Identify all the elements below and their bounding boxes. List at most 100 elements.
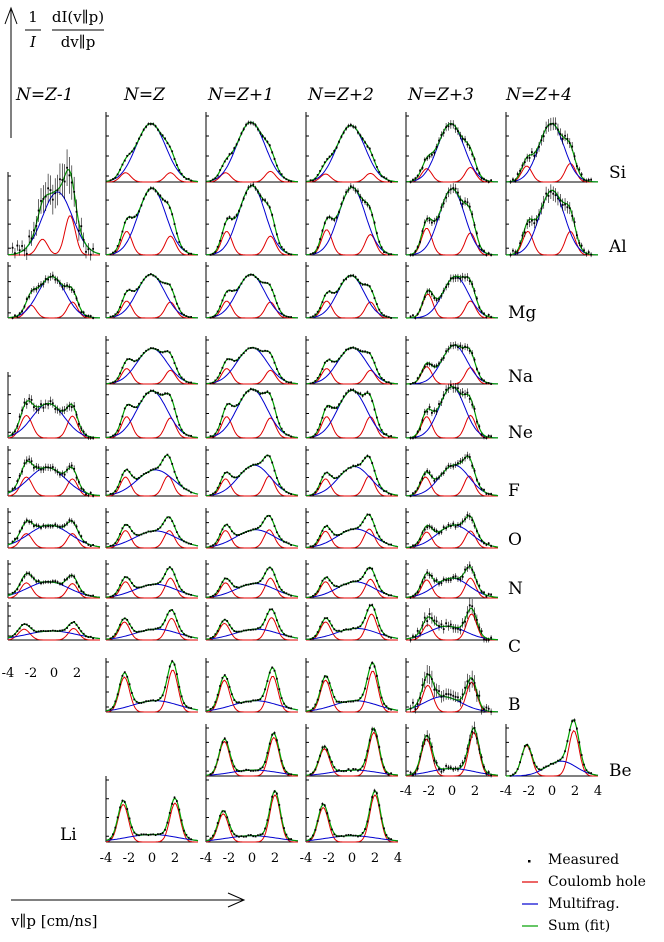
measured-point	[149, 469, 152, 472]
measured-point	[214, 314, 217, 317]
measured-point	[133, 532, 136, 535]
measured-point	[233, 289, 236, 292]
measured-point	[223, 810, 226, 813]
measured-point	[221, 475, 224, 478]
measured-point	[464, 620, 466, 623]
measured-point	[578, 741, 581, 744]
coulomb-hole-curve	[205, 794, 298, 843]
measured-point	[485, 382, 488, 385]
measured-point	[252, 463, 255, 466]
measured-point	[114, 380, 117, 383]
measured-point	[457, 191, 459, 194]
measured-point	[273, 525, 276, 528]
measured-point	[354, 347, 357, 350]
measured-point	[328, 358, 331, 361]
measured-point	[412, 635, 414, 638]
x-tick-label: -2	[423, 784, 436, 799]
measured-point	[383, 490, 385, 492]
measured-point	[414, 636, 417, 638]
measured-point	[361, 765, 364, 768]
measured-point	[187, 316, 190, 318]
measured-point	[314, 828, 317, 831]
measured-point	[221, 165, 224, 167]
measured-point	[190, 838, 192, 841]
measured-point	[326, 360, 329, 362]
measured-point	[119, 806, 121, 809]
column-label: N=Z	[123, 85, 166, 105]
measured-point	[342, 770, 345, 773]
measured-point	[152, 347, 155, 350]
measured-point	[464, 200, 466, 203]
measured-point	[583, 178, 585, 181]
measured-point	[240, 630, 243, 633]
measured-point	[216, 245, 219, 248]
measured-point	[161, 623, 164, 626]
measured-point	[323, 526, 326, 528]
panel-Be-2	[205, 724, 299, 777]
measured-point	[226, 620, 229, 622]
measured-point	[85, 493, 87, 496]
measured-point	[380, 758, 383, 761]
measured-point	[547, 194, 550, 197]
measured-point	[219, 482, 221, 485]
measured-point	[316, 761, 319, 763]
measured-point	[357, 392, 359, 394]
panel-F-2	[205, 446, 299, 497]
measured-point	[345, 834, 348, 837]
panel-N-3	[305, 560, 399, 599]
measured-point	[371, 290, 374, 293]
measured-point	[468, 397, 471, 400]
measured-point	[480, 378, 483, 380]
measured-point	[278, 688, 281, 691]
measured-point	[312, 545, 314, 548]
coulomb-hole-curve	[105, 669, 198, 713]
measured-point	[278, 373, 281, 375]
measured-point	[352, 834, 355, 837]
measured-point	[242, 584, 245, 587]
measured-point	[423, 296, 426, 299]
measured-point	[357, 131, 359, 134]
measured-point	[485, 595, 488, 598]
measured-point	[178, 373, 181, 376]
measured-point	[185, 705, 188, 708]
measured-point	[449, 465, 452, 467]
coulomb-hole-curve	[206, 300, 298, 319]
measured-point	[238, 770, 240, 773]
measured-point	[375, 792, 378, 795]
measured-point	[475, 530, 478, 532]
measured-point	[447, 283, 450, 285]
measured-point	[135, 359, 138, 362]
measured-point	[571, 720, 574, 723]
measured-point	[412, 595, 414, 598]
measured-point	[338, 629, 340, 632]
measured-point	[273, 469, 276, 472]
measured-point	[345, 583, 348, 586]
measured-point	[342, 395, 345, 398]
measured-point	[219, 624, 221, 627]
measured-point	[280, 376, 283, 379]
measured-point	[209, 180, 212, 183]
sum-fit-curve	[105, 660, 199, 712]
measured-point	[247, 834, 250, 837]
measured-point	[316, 174, 319, 176]
measured-point	[56, 471, 59, 474]
measured-point	[245, 467, 248, 470]
measured-point	[56, 630, 59, 632]
measured-point	[452, 768, 455, 771]
coulomb-hole-curve	[106, 300, 198, 319]
sum-fit-curve	[205, 388, 299, 439]
row-label: Li	[60, 825, 77, 845]
measured-point	[333, 477, 336, 480]
measured-point	[145, 629, 148, 632]
measured-point	[516, 768, 519, 770]
measured-point	[114, 313, 117, 316]
sum-fit-curve	[305, 566, 399, 599]
measured-point	[112, 544, 114, 547]
measured-point	[338, 769, 340, 772]
coulomb-hole-curve	[206, 231, 298, 256]
legend-label-multifrag: Multifrag.	[548, 896, 620, 912]
measured-point	[364, 687, 366, 690]
measured-point	[123, 524, 126, 526]
measured-point	[383, 378, 385, 381]
measured-point	[368, 456, 371, 459]
